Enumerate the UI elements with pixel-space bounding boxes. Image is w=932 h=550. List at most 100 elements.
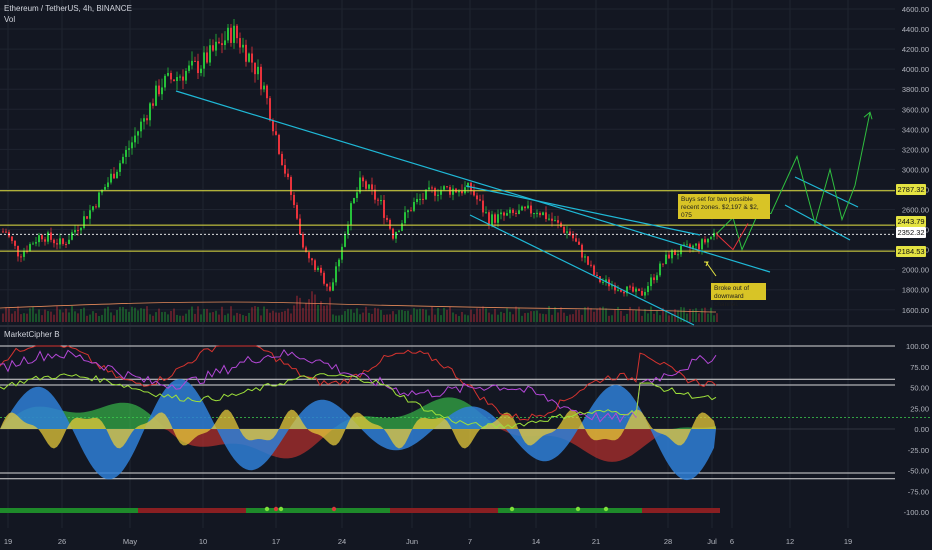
volume-bar [650,306,652,322]
candle-body [122,156,124,164]
volume-bar [470,309,472,322]
candle-body [35,242,37,244]
channel-trendline[interactable] [465,185,701,236]
candle-body [302,234,304,248]
candle-body [29,244,31,251]
candle-body [2,231,4,233]
candle-body [485,212,487,214]
volume-bar [20,314,22,322]
buys-annotation[interactable]: Buys set for two possible recent zones. … [678,194,770,219]
candle-body [596,274,598,277]
volume-bar [53,314,55,322]
candle-body [53,239,55,244]
volume-bar [635,310,637,322]
volume-bar [338,315,340,322]
candle-body [113,173,115,179]
volume-bar [92,311,94,322]
projection-red-path[interactable] [715,223,749,251]
symbol-title[interactable]: Ethereum / TetherUS, 4h, BINANCE [4,4,132,13]
candle-body [344,234,346,247]
volume-bar [353,312,355,322]
candle-body [125,149,127,157]
candle-body [695,243,697,246]
volume-bar [605,308,607,322]
time-axis-label: 28 [664,537,672,546]
candle-body [164,75,166,88]
candle-body [401,223,403,231]
sentiment-strip-cell [474,508,480,513]
volume-bar [671,314,673,322]
sentiment-strip-cell [240,508,246,513]
volume-bar [221,306,223,322]
volume-bar [29,308,31,322]
sentiment-strip-cell [354,508,360,513]
candle-body [515,212,517,215]
candle-body [707,238,709,243]
candle-body [329,286,331,291]
volume-bar [710,307,712,322]
time-axis[interactable]: 19 26 May 10 17 24 Jun 7 14 21 28 Jul 6 12 19 [4,537,852,546]
volume-bar [716,313,718,322]
volume-bar [662,307,664,322]
candle-body [521,206,523,211]
volume-legend[interactable]: Vol [4,15,16,24]
candle-body [638,288,640,291]
sentiment-strip-cell [402,508,408,513]
candle-body [299,218,301,235]
candle-body [548,218,550,220]
sentiment-strip-cell [420,508,426,513]
indicator-axis-label: 25.00 [910,404,929,413]
volume-bar [506,308,508,322]
candle-body [263,85,265,90]
volume-bar [140,308,142,322]
volume-bar [551,314,553,322]
indicator-legend[interactable]: MarketCipher B [4,330,60,339]
breakout-annotation[interactable]: Broke out of downward channel. [711,283,766,308]
candle-body [614,285,616,291]
sentiment-strip-cell [300,508,306,513]
volume-bar [26,313,28,322]
candle-body [347,224,349,235]
candle-body [647,286,649,292]
sentiment-strip-cell [192,508,198,513]
candle-body [311,258,313,261]
volume-bar [224,315,226,322]
projection-channel-line[interactable] [784,204,851,241]
volume-bar [446,309,448,322]
projection-path[interactable] [715,112,871,252]
candle-body [305,247,307,253]
drawing-tools[interactable] [0,90,895,326]
candle-body [398,230,400,232]
sentiment-strip-cell [348,508,354,513]
candle-body [92,206,94,211]
volume-bar [428,315,430,322]
channel-trendline[interactable] [469,214,695,326]
breakout-arrow [705,261,717,277]
candle-body [407,210,409,213]
volume-bars [0,291,718,322]
candle-body [410,210,412,212]
volume-bar [332,314,334,322]
candle-body [644,291,646,296]
projection-channel-line[interactable] [794,176,859,208]
volume-bar [461,311,463,322]
sentiment-strip-cell [6,508,12,513]
volume-bar [50,311,52,322]
volume-bar [194,313,196,322]
candle-body [368,184,370,189]
time-axis-label: 26 [58,537,66,546]
volume-bar [326,305,328,322]
volume-bar [314,294,316,322]
sentiment-strip-cell [438,508,444,513]
volume-bar [323,305,325,322]
channel-trendline[interactable] [175,90,771,273]
volume-ma-line [0,301,717,313]
candle-body [383,200,385,218]
time-axis-label: Jul [707,537,717,546]
sentiment-strip-cell [696,508,702,513]
sentiment-strip-cell [228,508,234,513]
volume-bar [452,312,454,322]
candle-body [404,212,406,224]
price-axis[interactable]: 4600.00 4400.00 4200.00 4000.00 3800.00 3600.… [902,5,929,517]
